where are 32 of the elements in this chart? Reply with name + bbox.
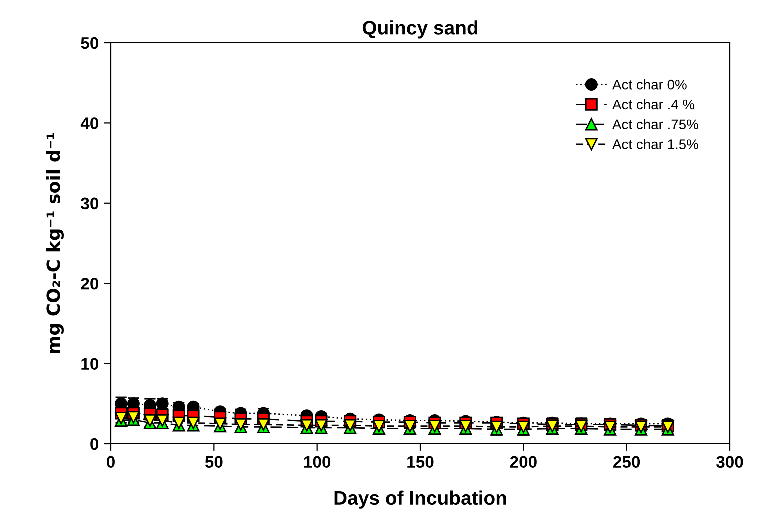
legend-label: Act char .75% (612, 119, 698, 130)
x-tick-label: 50 (205, 456, 223, 468)
x-tick-label: 100 (304, 456, 331, 468)
y-tick-label: 0 (90, 438, 99, 450)
point (604, 420, 617, 434)
point (490, 420, 504, 434)
legend-label: Act char 0% (612, 80, 687, 90)
x-axis-title: Days of Incubation (334, 490, 506, 509)
point (372, 420, 386, 433)
legend-label: Act char 1.5% (612, 139, 698, 150)
point (172, 416, 186, 430)
y-axis-title: mg CO₂-C kg⁻¹ soil d⁻¹ (46, 133, 64, 354)
point (315, 419, 328, 432)
chart-title: Quincy sand (362, 20, 478, 39)
x-tick-label: 0 (107, 456, 115, 468)
point (344, 419, 357, 432)
y-tick-label: 40 (80, 118, 99, 130)
y-tick-label: 20 (81, 278, 99, 290)
y-tick-label: 50 (81, 37, 99, 50)
point (257, 418, 270, 431)
x-tick-label: 250 (614, 456, 640, 468)
point (404, 420, 416, 433)
point (428, 420, 442, 433)
y-tick-label: 30 (81, 198, 99, 210)
y-tick-label: 10 (82, 358, 99, 370)
x-tick-label: 150 (408, 456, 434, 468)
point (517, 420, 530, 434)
legend-label: Act char .4 % (612, 99, 695, 110)
x-tick-label: 200 (510, 456, 537, 468)
point (187, 416, 200, 430)
point (214, 418, 227, 430)
x-tick-label: 300 (716, 456, 744, 468)
